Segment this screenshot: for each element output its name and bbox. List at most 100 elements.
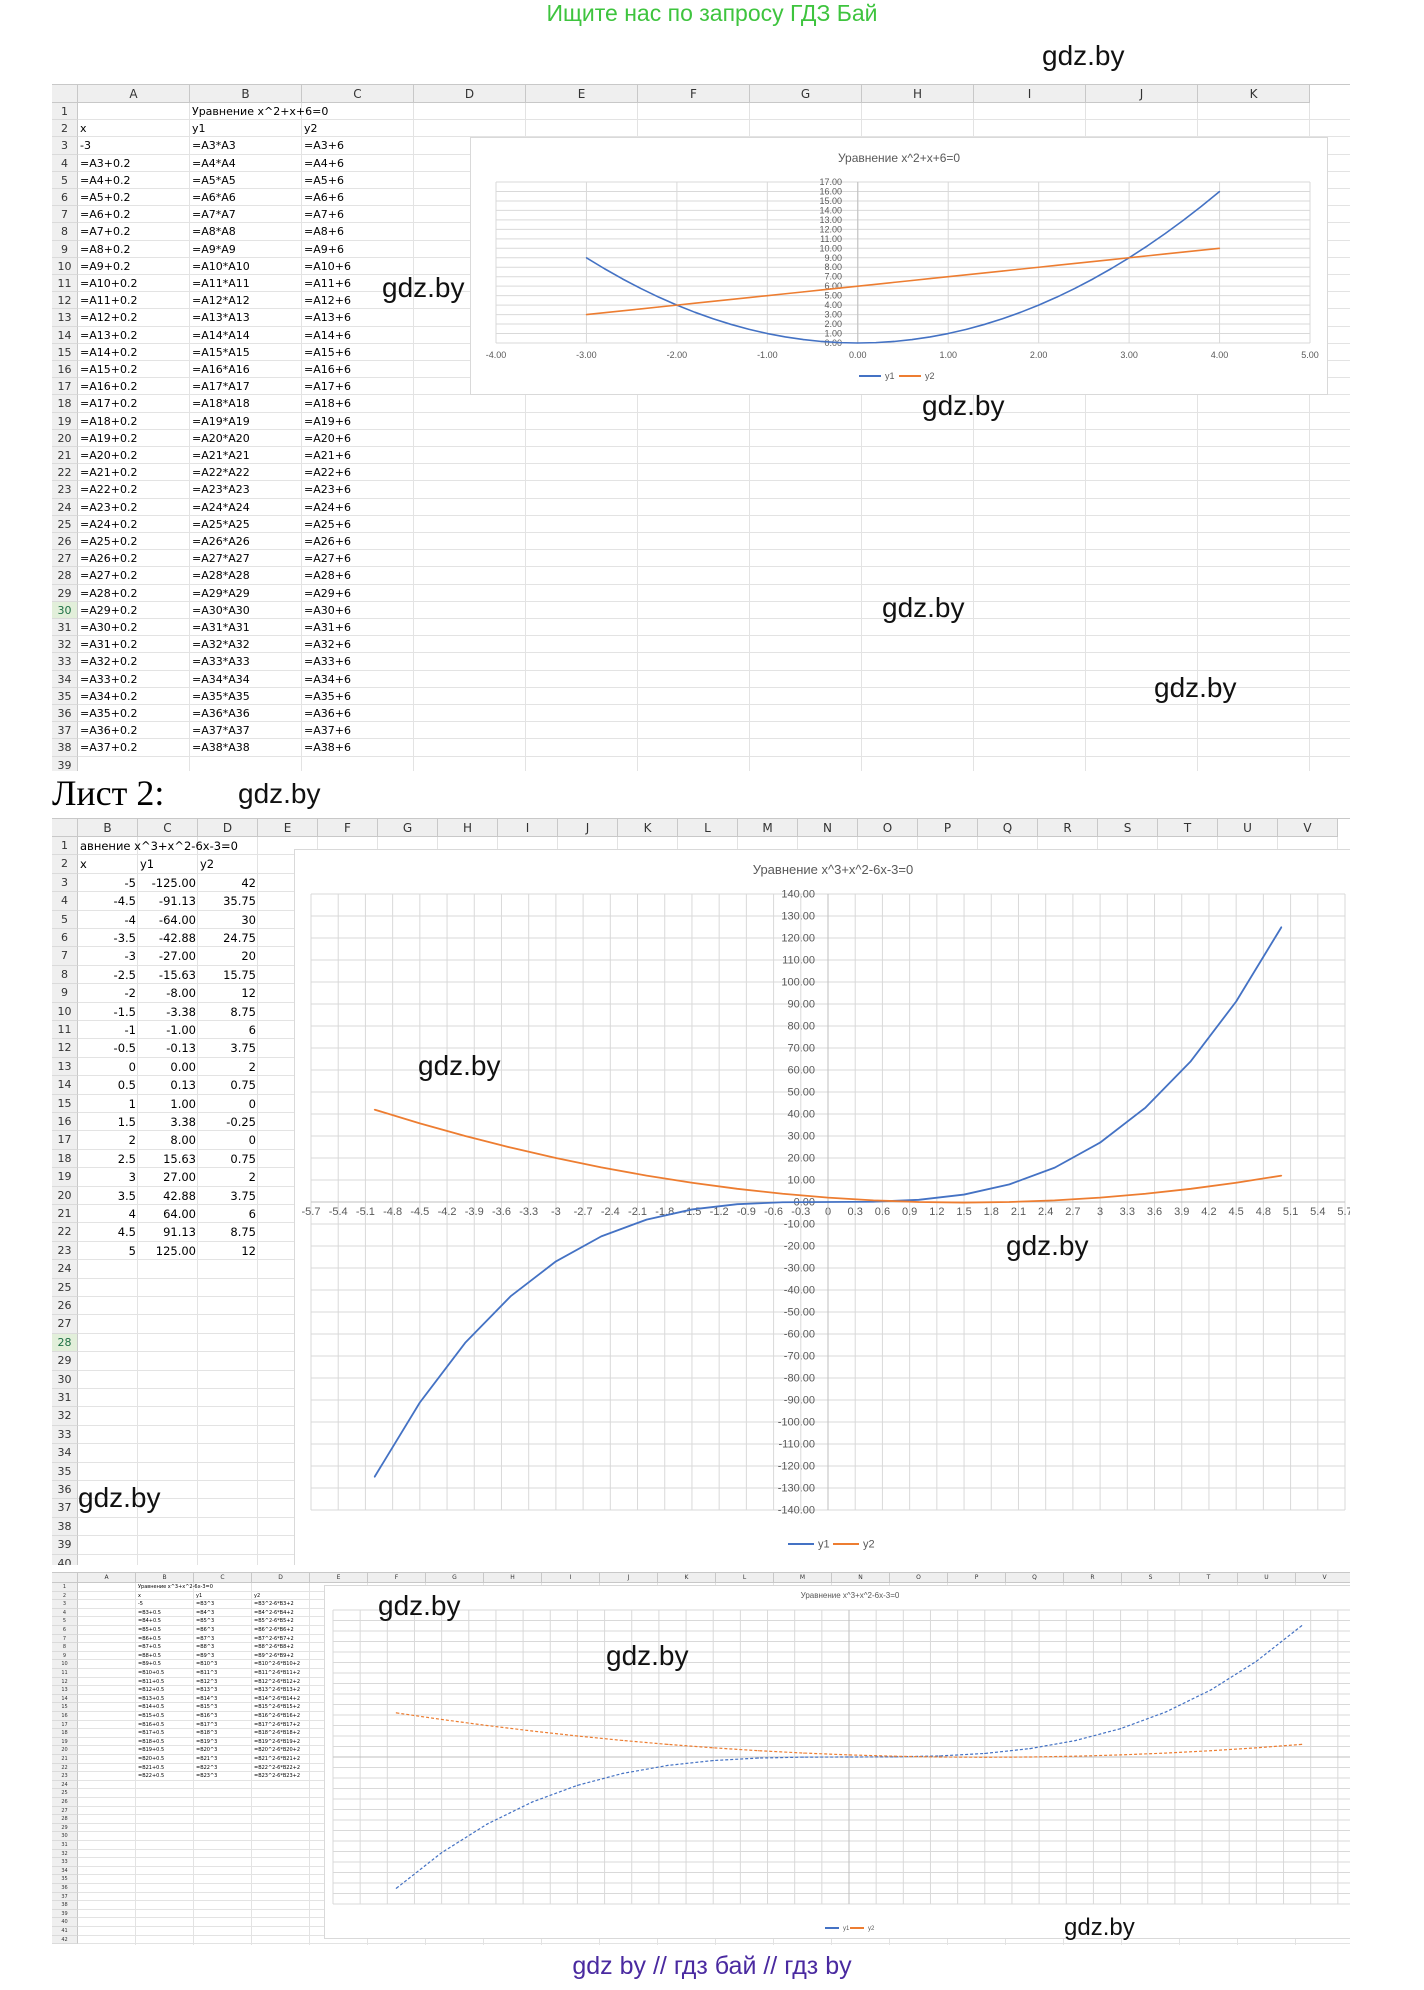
cell[interactable]: =A24*A24 xyxy=(192,500,250,514)
column-header-H[interactable]: H xyxy=(438,819,498,837)
row-header-9[interactable]: 9 xyxy=(52,1651,78,1661)
cell[interactable]: =A36+6 xyxy=(304,707,351,720)
row-header-23[interactable]: 23 xyxy=(52,481,78,499)
row-header-3[interactable]: 3 xyxy=(52,873,78,893)
row-header-1[interactable]: 1 xyxy=(52,837,78,856)
cell[interactable]: =A27+6 xyxy=(304,552,351,566)
row-header-7[interactable]: 7 xyxy=(52,947,78,966)
cell[interactable]: =B20+0.5 xyxy=(138,1756,165,1762)
row-header-17[interactable]: 17 xyxy=(52,1720,78,1730)
cell[interactable]: =A32+0.2 xyxy=(80,655,138,669)
cell[interactable]: 12 xyxy=(241,1243,256,1258)
row-header-23[interactable]: 23 xyxy=(52,1772,78,1781)
cell[interactable]: -3.38 xyxy=(166,1004,196,1019)
cell[interactable]: =A18*A18 xyxy=(192,397,250,411)
cell[interactable]: =A34+6 xyxy=(304,672,351,686)
cell[interactable]: =A37+0.2 xyxy=(80,741,138,755)
column-header-H[interactable]: H xyxy=(862,85,974,103)
cell[interactable]: =B11^2-6*B11+2 xyxy=(254,1670,301,1676)
row-header-31[interactable]: 31 xyxy=(52,1841,78,1850)
row-header-6[interactable]: 6 xyxy=(52,1626,78,1635)
cell[interactable]: =A5+6 xyxy=(304,173,344,187)
column-header-J[interactable]: J xyxy=(1086,85,1198,103)
cell[interactable]: 6 xyxy=(248,1023,256,1037)
row-header-19[interactable]: 19 xyxy=(52,1737,78,1747)
column-header-U[interactable]: U xyxy=(1238,1573,1296,1583)
row-header-8[interactable]: 8 xyxy=(52,223,78,241)
cell[interactable]: =A26*A26 xyxy=(192,535,250,548)
row-header-21[interactable]: 21 xyxy=(52,1205,78,1224)
cell[interactable]: =B14+0.5 xyxy=(138,1704,165,1711)
cell[interactable]: =A8+6 xyxy=(304,225,344,239)
row-header-16[interactable]: 16 xyxy=(52,1113,78,1132)
row-header-10[interactable]: 10 xyxy=(52,257,78,275)
cell[interactable]: y2 xyxy=(254,1592,261,1599)
row-header-29[interactable]: 29 xyxy=(52,1823,78,1833)
cell[interactable]: -1.00 xyxy=(166,1023,196,1037)
cell[interactable]: 8.75 xyxy=(230,1225,256,1240)
cell[interactable]: =A21+0.2 xyxy=(80,466,138,480)
cell[interactable]: 91.13 xyxy=(163,1225,196,1240)
cell[interactable]: x xyxy=(80,857,87,872)
cell[interactable]: -0.5 xyxy=(113,1041,136,1056)
column-header-T[interactable]: T xyxy=(1158,819,1218,837)
column-header-E[interactable]: E xyxy=(258,819,318,837)
cell[interactable]: =B8^3 xyxy=(196,1644,215,1651)
row-header-13[interactable]: 13 xyxy=(52,1057,78,1077)
cell[interactable]: =A10+0.2 xyxy=(80,277,138,290)
cell[interactable]: -5 xyxy=(124,875,136,890)
cell[interactable]: =A5+0.2 xyxy=(80,191,131,204)
cell[interactable]: =B20^2-6*B20+2 xyxy=(254,1747,301,1754)
cell[interactable]: =B5^3 xyxy=(196,1618,215,1625)
cell[interactable]: =B13^2-6*B13+2 xyxy=(254,1687,301,1694)
cell[interactable]: 1.5 xyxy=(117,1115,136,1129)
cell[interactable]: y2 xyxy=(200,857,215,872)
cell[interactable]: =B20^3 xyxy=(196,1747,218,1754)
cell[interactable]: 2 xyxy=(248,1170,256,1185)
row-header-20[interactable]: 20 xyxy=(52,429,78,447)
cell[interactable]: =B6^3 xyxy=(196,1627,215,1633)
column-header-G[interactable]: G xyxy=(378,819,438,837)
row-header-33[interactable]: 33 xyxy=(52,1858,78,1867)
cell[interactable]: =A18+6 xyxy=(304,397,351,411)
cell[interactable]: 42.88 xyxy=(163,1188,196,1203)
row-header-9[interactable]: 9 xyxy=(52,984,78,1003)
cell[interactable]: =A9*A9 xyxy=(192,242,236,256)
row-header-37[interactable]: 37 xyxy=(52,1499,78,1518)
cell[interactable]: =A7+0.2 xyxy=(80,225,131,239)
row-header-37[interactable]: 37 xyxy=(52,722,78,740)
column-header-R[interactable]: R xyxy=(1038,819,1098,837)
cell[interactable]: =A15+6 xyxy=(304,345,351,359)
cell[interactable]: =B21^2-6*B21+2 xyxy=(254,1756,301,1762)
cell[interactable]: -2 xyxy=(124,986,136,1001)
cell[interactable]: y1 xyxy=(192,122,206,136)
row-header-14[interactable]: 14 xyxy=(52,1694,78,1704)
cell[interactable]: =A10+6 xyxy=(304,259,351,273)
cell[interactable]: =B10+0.5 xyxy=(138,1670,165,1676)
cell[interactable]: -5 xyxy=(138,1601,143,1608)
cell[interactable]: =A15*A15 xyxy=(192,345,250,359)
cell[interactable]: =B5^2-6*B5+2 xyxy=(254,1618,294,1625)
cell[interactable]: =A16+6 xyxy=(304,363,351,376)
cell[interactable]: =A21*A21 xyxy=(192,449,250,462)
row-header-26[interactable]: 26 xyxy=(52,1297,78,1316)
column-header-I[interactable]: I xyxy=(974,85,1086,103)
cell[interactable]: =B6+0.5 xyxy=(138,1635,161,1642)
cell[interactable]: -27.00 xyxy=(158,949,196,964)
row-header-30[interactable]: 30 xyxy=(52,601,78,619)
cell[interactable]: 3.75 xyxy=(230,1188,256,1203)
row-header-4[interactable]: 4 xyxy=(52,892,78,911)
row-header-30[interactable]: 30 xyxy=(52,1832,78,1841)
cell[interactable]: =B4^2-6*B4+2 xyxy=(254,1609,294,1616)
row-header-5[interactable]: 5 xyxy=(52,1617,78,1626)
cell[interactable]: =A32*A32 xyxy=(192,638,250,652)
cell[interactable]: =A30*A30 xyxy=(192,603,250,617)
column-header-O[interactable]: O xyxy=(890,1573,948,1583)
row-header-10[interactable]: 10 xyxy=(52,1002,78,1021)
row-header-6[interactable]: 6 xyxy=(52,189,78,207)
row-header-40[interactable]: 40 xyxy=(52,1554,78,1565)
cell[interactable]: 42 xyxy=(241,875,256,890)
row-header-36[interactable]: 36 xyxy=(52,1884,78,1893)
row-header-29[interactable]: 29 xyxy=(52,1352,78,1371)
row-header-20[interactable]: 20 xyxy=(52,1186,78,1205)
